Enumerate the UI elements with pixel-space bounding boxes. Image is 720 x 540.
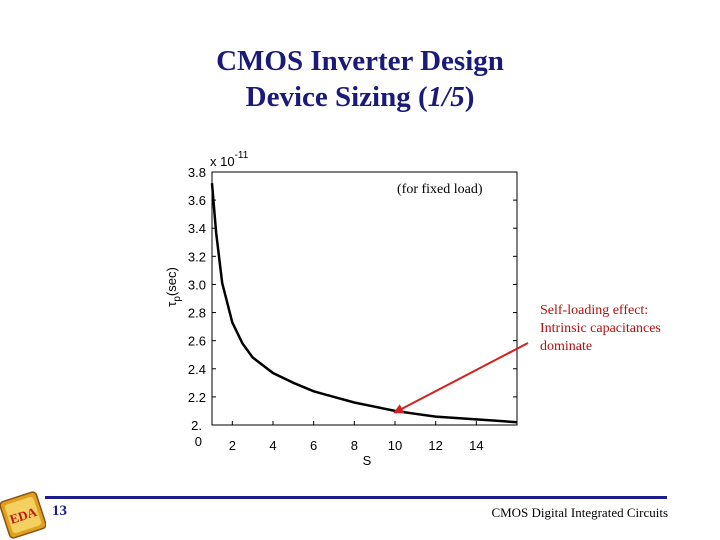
- y-axis-ticks: 3.8 3.6 3.4 3.2 3.0 2.8 2.6 2.4 2.2 2. 0: [188, 165, 517, 449]
- y-tick-label: 2. 0: [191, 418, 202, 449]
- slide-title-line2: Device Sizing (1/5): [0, 80, 720, 114]
- title-suffix: ): [464, 81, 475, 113]
- x-tick-label: 8: [351, 438, 358, 453]
- x-tick-label: 4: [269, 438, 276, 453]
- y-tick-label: 2.2: [188, 390, 206, 405]
- fixed-load-note: (for fixed load): [397, 182, 483, 197]
- y-tick-label: 3.6: [188, 193, 206, 208]
- x-tick-label: 14: [469, 438, 483, 453]
- page-number: 13: [52, 503, 67, 519]
- eda-logo: EDA: [0, 491, 46, 539]
- x-tick-label: 6: [310, 438, 317, 453]
- slide-title-line1: CMOS Inverter Design: [216, 45, 504, 77]
- x-tick-label: 12: [428, 438, 442, 453]
- y-tick-label: 2.8: [188, 306, 206, 321]
- x-axis-label: S: [363, 453, 372, 468]
- y-multiplier: x 10-11: [210, 150, 249, 169]
- series-line: [210, 183, 518, 424]
- y-axis-label: τp(sec): [164, 267, 183, 307]
- y-tick-label: 2.4: [188, 362, 206, 377]
- y-tick-label: 3.4: [188, 221, 206, 236]
- x-axis-ticks: 2 4 6 8 10 12 14: [229, 421, 484, 453]
- y-tick-label: 3.8: [188, 165, 206, 180]
- y-tick-label: 3.2: [188, 249, 206, 264]
- title-prefix: Device Sizing (: [245, 81, 428, 113]
- self-loading-annotation: Self-loading effect: Intrinsic capacitan…: [540, 303, 661, 354]
- y-tick-label: 3.0: [188, 277, 206, 292]
- x-tick-label: 10: [388, 438, 402, 453]
- y-tick-label: 2.6: [188, 334, 206, 349]
- x-tick-label: 2: [229, 438, 236, 453]
- footer-rule: [45, 496, 667, 499]
- plot-frame: [211, 171, 518, 426]
- title-fraction: 1/5: [427, 81, 465, 113]
- footer-title: CMOS Digital Integrated Circuits: [491, 505, 668, 520]
- annotation-arrow: [393, 342, 529, 414]
